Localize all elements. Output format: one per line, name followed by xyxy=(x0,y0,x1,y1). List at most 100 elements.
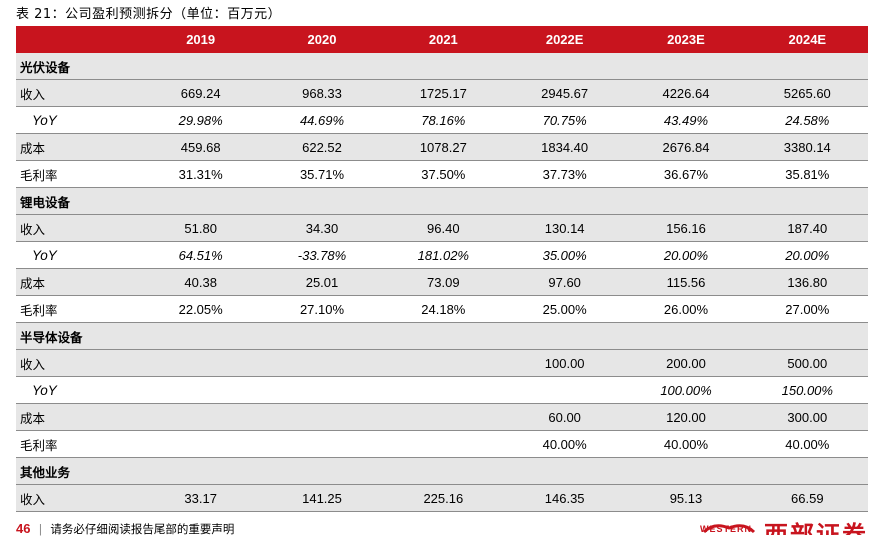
row-label: 收入 xyxy=(20,221,46,237)
table-cell: 25.00% xyxy=(542,301,587,317)
table-cell: 66.59 xyxy=(791,490,824,506)
table-cell: 136.80 xyxy=(787,274,828,290)
table-row: 收入 100.00 200.00 500.00 xyxy=(16,350,868,377)
row-label: 收入 xyxy=(20,356,46,372)
section-row: 锂电设备 xyxy=(16,188,868,215)
table-cell: 73.09 xyxy=(427,274,460,290)
row-label: 毛利率 xyxy=(20,302,58,318)
table-cell: 34.30 xyxy=(305,220,339,236)
table-cell: 115.56 xyxy=(666,274,706,290)
table-cell: 24.18% xyxy=(421,301,466,317)
header-cell-2021: 2021 xyxy=(428,32,458,47)
table-cell: 51.80 xyxy=(184,220,217,236)
table-cell: 33.17 xyxy=(184,490,217,506)
row-label: 成本 xyxy=(20,410,46,426)
table-row: 收入 51.80 34.30 96.40 130.14 156.16 187.40 xyxy=(16,215,868,242)
footer-separator: | xyxy=(38,522,43,536)
disclaimer-notice: 请务必仔细阅读报告尾部的重要声明 xyxy=(50,522,235,536)
table-cell: 35.00% xyxy=(542,247,587,263)
table-cell: 37.50% xyxy=(421,166,466,182)
table-cell: 300.00 xyxy=(787,409,828,425)
table-row: 收入 669.24 968.33 1725.17 2945.67 4226.64 5265.… xyxy=(16,80,868,107)
table-cell: 2676.84 xyxy=(662,139,710,155)
table-cell: 120.00 xyxy=(666,409,706,425)
table-cell: 146.35 xyxy=(544,490,585,506)
row-label: 毛利率 xyxy=(20,437,58,453)
table-cell: 225.16 xyxy=(423,490,464,506)
table-cell: 22.05% xyxy=(178,301,223,317)
table-cell: 459.68 xyxy=(180,139,221,155)
header-cell-2020: 2020 xyxy=(307,32,337,47)
row-label: YoY xyxy=(32,247,57,263)
table-cell: 3380.14 xyxy=(783,139,831,155)
bull-logo-icon xyxy=(702,524,756,534)
table-cell: 20.00% xyxy=(785,247,830,263)
section-row: 半导体设备 xyxy=(16,323,868,350)
table-row: YoY 29.98% 44.69% 78.16% 70.75% 43.49% 24.58% xyxy=(16,107,868,134)
section-row: 光伏设备 xyxy=(16,53,868,80)
table-cell: 35.81% xyxy=(785,166,830,182)
table-cell: 156.16 xyxy=(666,220,706,236)
forecast-table: 2019 2020 2021 2022E 2023E 2024E 光伏设备收入 6… xyxy=(16,26,868,512)
table-cell: 29.98% xyxy=(178,112,223,128)
table-cell: 5265.60 xyxy=(783,85,831,101)
row-label: 收入 xyxy=(20,86,46,102)
header-cell-2023e: 2023E xyxy=(667,32,705,47)
table-cell: 4226.64 xyxy=(662,85,710,101)
section-row: 其他业务 xyxy=(16,458,868,485)
row-label: YoY xyxy=(32,112,57,128)
table-row: 毛利率 31.31% 35.71% 37.50% 37.73% 36.67% 35.81% xyxy=(16,161,868,188)
page-footer: 46 | 请务必仔细阅读报告尾部的重要声明 xyxy=(16,521,234,537)
section-label: 其他业务 xyxy=(20,464,71,480)
table-row: 成本 40.38 25.01 73.09 97.60 115.56 136.80 xyxy=(16,269,868,296)
header-cell-2024e: 2024E xyxy=(788,32,827,47)
table-cell: 35.71% xyxy=(299,166,345,182)
table-cell: 100.00 xyxy=(544,355,585,371)
table-cell: 20.00% xyxy=(663,247,709,263)
table-row: 收入 33.17 141.25 225.16 146.35 95.13 66.59 xyxy=(16,485,868,512)
header-cell-2022e: 2022E xyxy=(545,32,584,47)
table-cell: 1834.40 xyxy=(541,139,589,155)
section-label: 锂电设备 xyxy=(20,194,71,210)
table-cell: 669.24 xyxy=(180,85,221,101)
table-cell: 70.75% xyxy=(542,112,587,128)
table-cell: 187.40 xyxy=(787,220,828,236)
table-cell: 40.00% xyxy=(785,436,830,452)
table-cell: 1725.17 xyxy=(419,85,467,101)
table-cell: 968.33 xyxy=(302,85,342,101)
table-cell: 2945.67 xyxy=(541,85,589,101)
table-cell: 100.00% xyxy=(660,382,712,398)
table-cell: 141.25 xyxy=(302,490,342,506)
table-cell: 200.00 xyxy=(666,355,706,371)
table-cell: 500.00 xyxy=(787,355,828,371)
table-caption: 表 21：公司盈利预测拆分（单位：百万元） xyxy=(16,7,282,22)
table-header-row: 2019 2020 2021 2022E 2023E 2024E xyxy=(16,26,868,53)
page-number: 46 xyxy=(16,521,31,536)
table-cell: 97.60 xyxy=(548,274,581,290)
row-label: 毛利率 xyxy=(20,167,58,183)
table-cell: 60.00 xyxy=(548,409,581,425)
table-row: 成本 459.68 622.52 1078.27 1834.40 2676.84 3380.… xyxy=(16,134,868,161)
table-cell: 43.49% xyxy=(663,112,709,128)
table-cell: 24.58% xyxy=(785,112,830,128)
logo-chinese-text: 西部证券 xyxy=(764,521,868,535)
row-label: 成本 xyxy=(20,140,46,156)
table-cell: 40.38 xyxy=(184,274,217,290)
section-label: 光伏设备 xyxy=(20,59,71,75)
section-label: 半导体设备 xyxy=(20,329,83,345)
table-cell: 181.02% xyxy=(417,247,469,263)
table-body: 光伏设备收入 669.24 968.33 1725.17 2945.67 4226.64 5… xyxy=(16,53,868,512)
table-cell: 96.40 xyxy=(427,220,460,236)
table-cell: 25.01 xyxy=(305,274,339,290)
table-row: YoY 64.51% -33.78% 181.02% 35.00% 20.00% 20.00… xyxy=(16,242,868,269)
table-cell: 27.10% xyxy=(299,301,345,317)
table-cell: 37.73% xyxy=(542,166,587,182)
table-cell: 31.31% xyxy=(178,166,223,182)
table-row: 毛利率 22.05% 27.10% 24.18% 25.00% 26.00% 27.00% xyxy=(16,296,868,323)
table-cell: 78.16% xyxy=(421,112,466,128)
header-cell-2019: 2019 xyxy=(186,32,216,47)
row-label: YoY xyxy=(32,382,57,398)
table-cell: 36.67% xyxy=(663,166,709,182)
logo-english-text: WESTERN xyxy=(700,524,752,534)
table-cell: 622.52 xyxy=(302,139,342,155)
